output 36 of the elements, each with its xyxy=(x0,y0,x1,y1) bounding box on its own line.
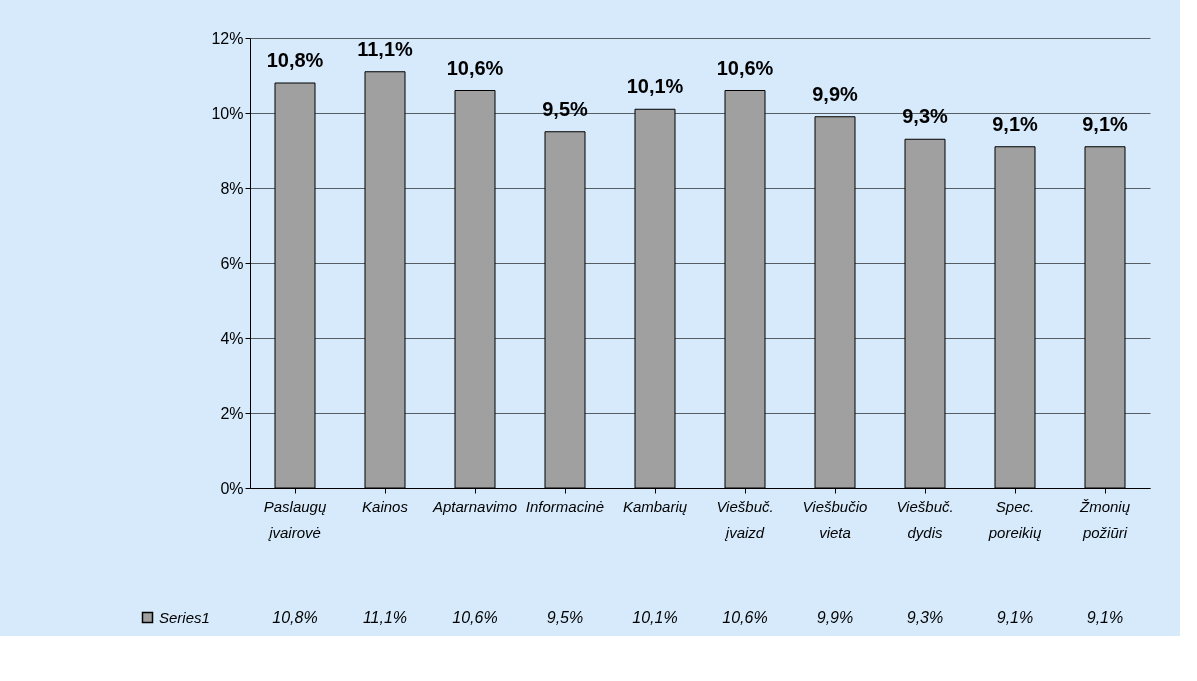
text: 9,1% xyxy=(1082,112,1128,135)
text: 9,9% xyxy=(812,82,858,105)
data-label: 9,1% xyxy=(1086,609,1124,626)
y-tick-label: 6% xyxy=(220,254,244,272)
x-tick-label: Žmonių požiūri xyxy=(1078,497,1131,541)
legend-label: Series1 xyxy=(159,608,210,626)
x-tick-label: Paslaugų įvairovė xyxy=(263,497,327,541)
x-tick-label: Kambarių xyxy=(622,497,688,515)
text: 9,1% xyxy=(992,112,1038,135)
data-label: 9,1% xyxy=(996,609,1034,626)
data-label: 10,1% xyxy=(632,609,678,626)
y-tick-label: 8% xyxy=(220,179,244,197)
text: 10,8% xyxy=(266,49,324,71)
data-label: 10,6% xyxy=(452,609,498,626)
data-label: 10,6% xyxy=(722,609,768,626)
y-tick-label: 2% xyxy=(220,404,244,422)
x-tick-label: Aptarnavimo xyxy=(431,497,518,515)
x-tick-label: Kainos xyxy=(362,497,409,515)
x-tick-label: Viešbuč.dydis xyxy=(896,497,954,541)
y-tick-label: 0% xyxy=(220,479,244,497)
text: 10,6% xyxy=(716,56,774,79)
data-label: 9,3% xyxy=(906,609,944,626)
x-tick-label: Spec.poreikių xyxy=(987,497,1042,541)
text: 10,1% xyxy=(626,75,684,98)
x-tick-label: Viešbučio vieta xyxy=(802,497,868,541)
data-label: 11,1% xyxy=(362,609,408,626)
data-label: 9,5% xyxy=(546,609,584,626)
y-tick-label: 12% xyxy=(211,29,244,47)
text: 10,6% xyxy=(446,56,504,79)
x-tick-label: Viešbuč.įvaizd xyxy=(716,497,774,541)
data-label: 9,9% xyxy=(816,609,854,626)
x-tick-label: Informacinė xyxy=(525,497,605,515)
data-label: 10,8% xyxy=(272,609,318,626)
text: 11,1% xyxy=(357,37,413,60)
y-tick-label: 4% xyxy=(220,329,244,347)
y-tick-label: 10% xyxy=(211,104,244,122)
